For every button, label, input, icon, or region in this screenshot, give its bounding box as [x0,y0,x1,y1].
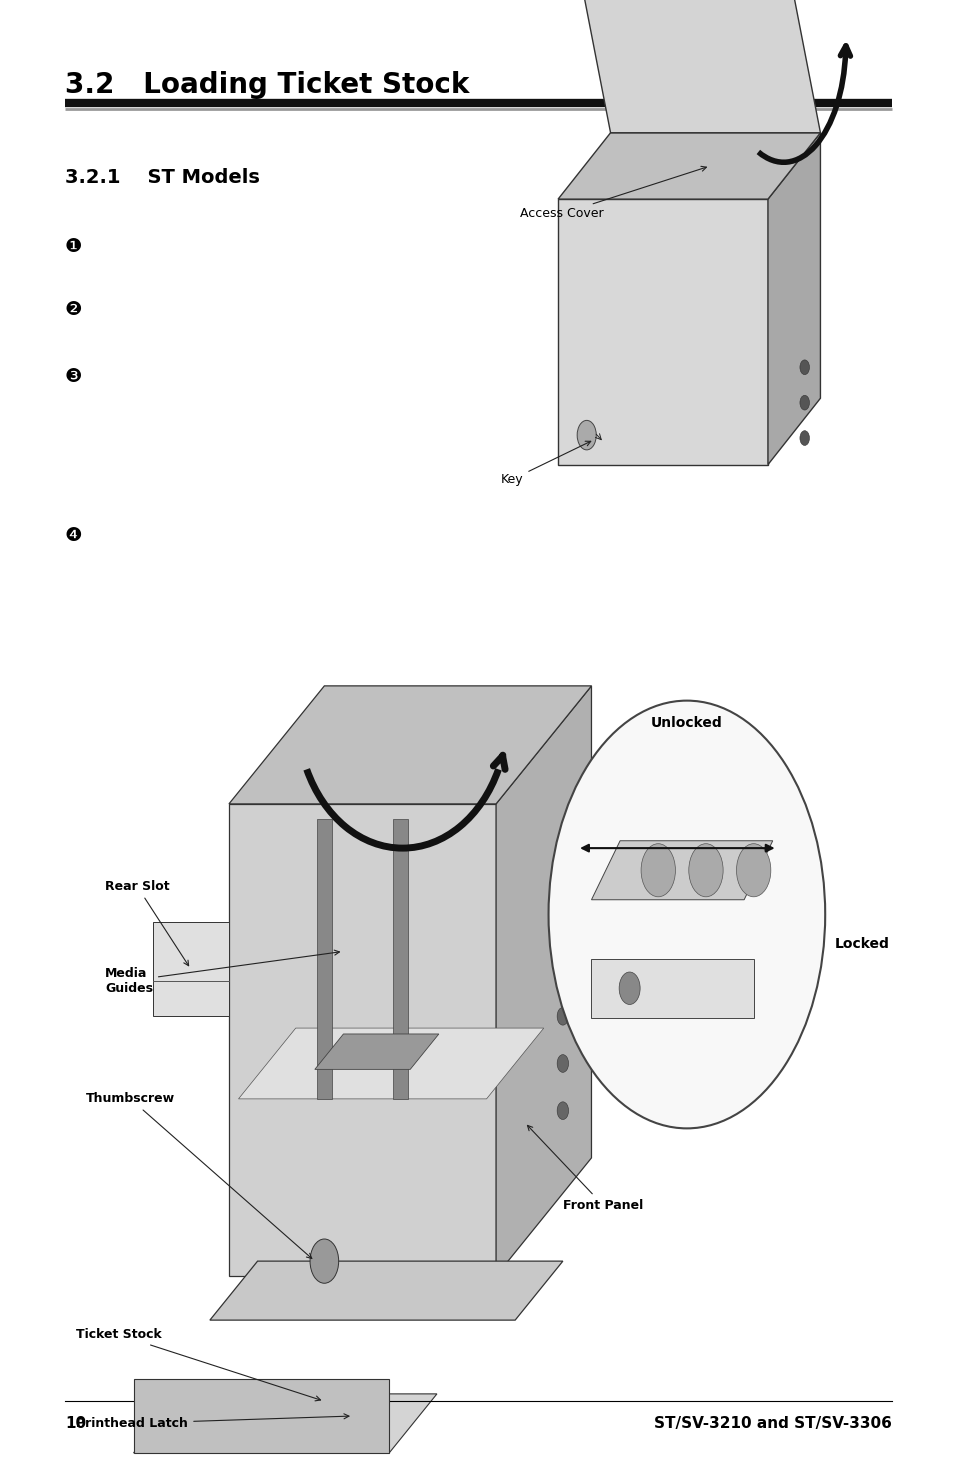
Text: Media
Guides: Media Guides [105,950,339,994]
Polygon shape [581,0,820,133]
Polygon shape [229,686,591,804]
Polygon shape [152,922,229,1016]
Text: Key: Key [500,441,590,485]
Polygon shape [558,199,767,465]
Circle shape [548,701,824,1128]
Polygon shape [767,133,820,465]
Text: ❷: ❷ [65,301,82,319]
Circle shape [799,431,808,445]
Circle shape [557,1102,568,1120]
Polygon shape [558,133,820,199]
Text: 10: 10 [65,1416,86,1431]
Text: Ticket Stock: Ticket Stock [76,1329,320,1401]
Circle shape [799,395,808,410]
Text: ST/SV-3210 and ST/SV-3306: ST/SV-3210 and ST/SV-3306 [654,1416,891,1431]
Circle shape [640,844,675,897]
Text: Printhead Latch: Printhead Latch [76,1415,349,1429]
Circle shape [310,1239,338,1283]
Circle shape [557,1055,568,1072]
Circle shape [688,844,722,897]
Polygon shape [133,1379,389,1453]
Polygon shape [591,841,772,900]
Text: Thumbscrew: Thumbscrew [86,1093,312,1258]
Polygon shape [316,819,332,1099]
Polygon shape [314,1034,438,1069]
Text: ❹: ❹ [65,527,82,544]
Circle shape [557,1007,568,1025]
Circle shape [618,972,639,1004]
Polygon shape [229,804,496,1276]
Text: 3.2.1    ST Models: 3.2.1 ST Models [65,168,259,187]
Text: Access Cover: Access Cover [519,167,705,220]
Circle shape [577,420,596,450]
Text: Front Panel: Front Panel [527,1125,642,1211]
Text: ❸: ❸ [65,367,82,385]
Text: Rear Slot: Rear Slot [105,881,189,966]
Circle shape [799,360,808,375]
Polygon shape [210,1261,562,1320]
Text: ❶: ❶ [65,237,82,255]
Polygon shape [133,1394,436,1453]
Text: 3.2   Loading Ticket Stock: 3.2 Loading Ticket Stock [65,71,469,99]
Text: Unlocked: Unlocked [650,717,722,730]
Polygon shape [393,819,408,1099]
Polygon shape [496,686,591,1276]
Polygon shape [238,1028,543,1099]
Circle shape [736,844,770,897]
Polygon shape [591,959,753,1018]
Text: Locked: Locked [834,937,889,951]
